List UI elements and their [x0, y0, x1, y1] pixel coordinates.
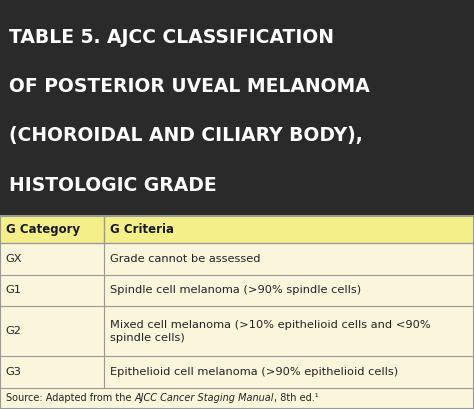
Bar [0, 0, 474, 216]
Text: Grade cannot be assessed: Grade cannot be assessed [110, 254, 261, 264]
Bar [0, 216, 474, 409]
Text: G Category: G Category [6, 223, 80, 236]
Text: Mixed cell melanoma (>10% epithelioid cells and <90%
spindle cells): Mixed cell melanoma (>10% epithelioid ce… [110, 320, 430, 343]
Bar [0, 275, 474, 306]
Text: TABLE 5. AJCC CLASSIFICATION: TABLE 5. AJCC CLASSIFICATION [9, 28, 334, 47]
Text: OF POSTERIOR UVEAL MELANOMA: OF POSTERIOR UVEAL MELANOMA [9, 77, 369, 96]
Text: (CHOROIDAL AND CILIARY BODY),: (CHOROIDAL AND CILIARY BODY), [9, 126, 362, 146]
Text: G2: G2 [6, 326, 21, 336]
Bar [0, 306, 474, 356]
Text: HISTOLOGIC GRADE: HISTOLOGIC GRADE [9, 176, 216, 195]
Text: G1: G1 [6, 285, 22, 295]
Text: Spindle cell melanoma (>90% spindle cells): Spindle cell melanoma (>90% spindle cell… [110, 285, 361, 295]
Bar [0, 216, 474, 243]
Bar [0, 388, 474, 409]
Text: G3: G3 [6, 367, 22, 377]
Text: GX: GX [6, 254, 22, 264]
Bar [0, 356, 474, 388]
Text: Source: Adapted from the: Source: Adapted from the [6, 393, 134, 403]
Text: AJCC Cancer Staging Manual: AJCC Cancer Staging Manual [134, 393, 274, 403]
Text: Epithelioid cell melanoma (>90% epithelioid cells): Epithelioid cell melanoma (>90% epitheli… [110, 367, 398, 377]
Text: , 8th ed.¹: , 8th ed.¹ [274, 393, 319, 403]
Text: G Criteria: G Criteria [110, 223, 174, 236]
Bar [0, 243, 474, 275]
